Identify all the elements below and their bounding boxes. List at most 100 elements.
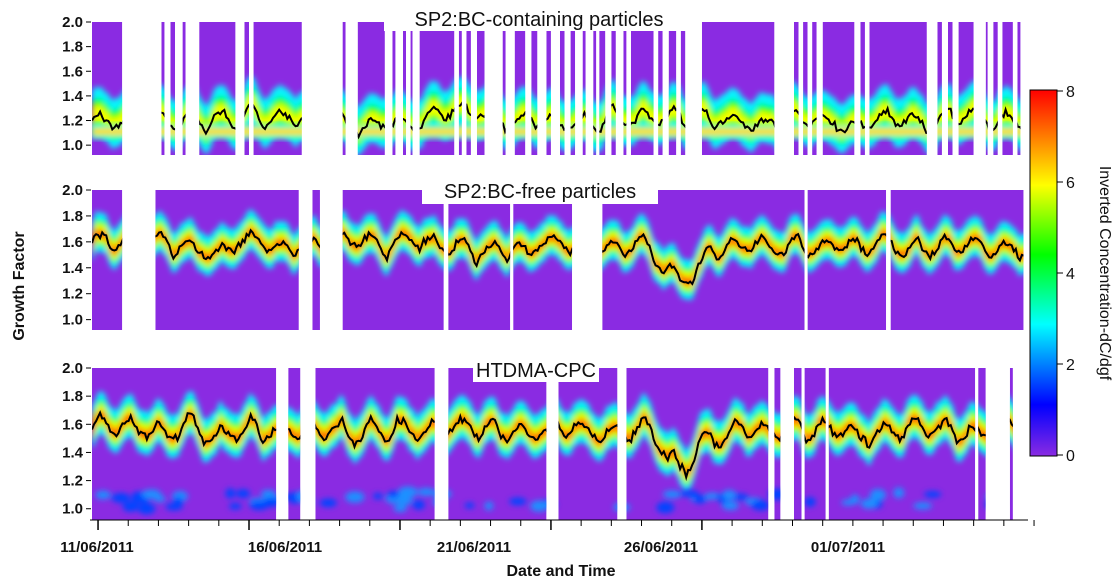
x-minor-ticks xyxy=(97,520,1035,530)
blob xyxy=(345,491,365,503)
y-tick-label: 1.2 xyxy=(62,286,83,303)
panel-title-backing-2 xyxy=(422,178,658,204)
data-segment xyxy=(312,190,320,330)
blob xyxy=(260,489,276,498)
blob xyxy=(432,489,452,499)
data-segment xyxy=(170,22,176,155)
x-tick-label: 21/06/2011 xyxy=(437,539,511,556)
colorbar-tick-label: 8 xyxy=(1066,84,1075,101)
mean-gf-line xyxy=(92,101,1021,140)
data-segment xyxy=(342,22,346,155)
blob xyxy=(412,499,425,510)
data-segment xyxy=(993,22,998,155)
data-segment xyxy=(860,22,865,155)
data-segment xyxy=(560,22,565,155)
blob xyxy=(985,492,1000,501)
blob xyxy=(985,498,1005,511)
y-tick-label: 2.0 xyxy=(62,14,83,31)
blob xyxy=(417,487,435,497)
panel-title-backing-3 xyxy=(473,356,599,382)
data-segment xyxy=(1017,22,1021,155)
blob xyxy=(228,503,242,510)
blob xyxy=(656,501,675,514)
panel-content xyxy=(92,368,1013,520)
blob xyxy=(893,487,905,499)
blob xyxy=(694,494,706,504)
blob xyxy=(431,499,447,506)
data-segment xyxy=(680,22,686,155)
blob xyxy=(373,492,383,500)
data-segment xyxy=(570,22,576,155)
x-tick-label: 11/06/2011 xyxy=(60,539,133,556)
blob xyxy=(464,502,475,509)
data-segment xyxy=(531,22,538,155)
blob xyxy=(923,491,942,498)
x-tick-label: 26/06/2011 xyxy=(624,539,698,556)
concentration-contour xyxy=(92,403,1013,484)
y-tick-label: 1.4 xyxy=(62,88,84,105)
data-segment xyxy=(803,22,808,155)
blob xyxy=(396,495,413,506)
data-segment xyxy=(985,22,988,155)
panel-title-backing-1 xyxy=(384,5,694,31)
data-segment xyxy=(410,22,413,155)
blob xyxy=(679,490,699,497)
panel-1 xyxy=(92,22,1021,155)
data-segment xyxy=(392,22,396,155)
blob xyxy=(704,492,722,500)
blob xyxy=(991,494,1006,506)
blob xyxy=(751,500,770,511)
y-tick-label: 1.8 xyxy=(62,388,83,405)
x-tick-label: 01/07/2011 xyxy=(811,539,885,556)
y-tick-label: 1.0 xyxy=(62,501,83,518)
concentration-contour xyxy=(92,409,1013,480)
panel-content xyxy=(92,190,1024,330)
blob xyxy=(387,490,399,498)
data-segment xyxy=(514,22,526,155)
blob xyxy=(393,504,407,513)
blob xyxy=(768,488,787,501)
colorbar-label: Inverted Concentration-dC/dgf xyxy=(1096,166,1113,381)
panel-3 xyxy=(92,368,1013,520)
x-tick-label: 16/06/2011 xyxy=(248,539,322,556)
blob xyxy=(614,503,625,510)
y-tick-label: 2.0 xyxy=(62,182,83,199)
blob xyxy=(137,502,156,515)
y-tick-label: 1.2 xyxy=(62,473,83,490)
colorbar-tick-label: 6 xyxy=(1066,175,1075,192)
blob xyxy=(122,501,139,512)
blob xyxy=(662,490,682,499)
blob xyxy=(141,489,162,500)
data-segment xyxy=(476,22,485,155)
colorbar-gradient xyxy=(1029,89,1058,457)
y-tick-label: 1.2 xyxy=(62,113,83,130)
heatmap-panels xyxy=(92,22,1024,520)
data-segment xyxy=(1009,368,1013,520)
data-segment xyxy=(794,368,802,520)
blob xyxy=(804,497,816,507)
data-segment xyxy=(623,22,627,155)
blob xyxy=(509,497,527,506)
data-segment xyxy=(658,22,663,155)
x-axis-label: Date and Time xyxy=(506,563,615,580)
blob xyxy=(913,502,932,510)
panel-2 xyxy=(92,190,1024,330)
y-axis-label: Growth Factor xyxy=(11,231,28,340)
colorbar: 8 6 4 2 0 Inverted Concentration-dC/dgf xyxy=(1029,84,1113,465)
blob xyxy=(869,489,886,501)
data-segment xyxy=(402,22,407,155)
y-tick-labels: 1.0 1.2 1.4 1.6 1.8 2.0 1.0 1.2 1.4 1.6 1.8 2.0 1.0 1… xyxy=(62,14,91,518)
blob xyxy=(319,498,337,508)
blob xyxy=(542,501,555,508)
panel-content xyxy=(92,22,1021,155)
blob xyxy=(111,493,131,503)
y-tick-label: 1.8 xyxy=(62,39,83,56)
data-segment xyxy=(546,22,551,155)
y-tick-label: 1.6 xyxy=(62,234,83,251)
x-tick-labels: 11/06/2011 16/06/2011 21/06/2011 26/06/2… xyxy=(60,539,885,556)
data-segment xyxy=(937,22,942,155)
y-tick-label: 1.4 xyxy=(62,444,84,461)
y-tick-label: 1.0 xyxy=(62,137,83,154)
blob xyxy=(296,490,311,503)
